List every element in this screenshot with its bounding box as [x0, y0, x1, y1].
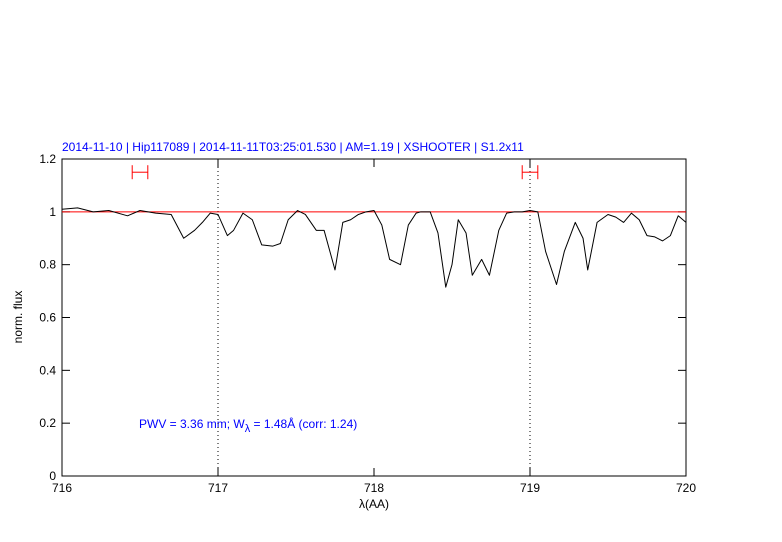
y-tick-label: 0.4: [39, 363, 56, 377]
x-tick-label: 718: [364, 481, 384, 495]
y-tick-label: 0: [49, 469, 56, 483]
chart-title: 2014-11-10 | Hip117089 | 2014-11-11T03:2…: [62, 140, 524, 154]
y-tick-label: 0.6: [39, 311, 56, 325]
y-tick-label: 0.2: [39, 416, 56, 430]
x-tick-label: 717: [208, 481, 228, 495]
x-tick-label: 719: [520, 481, 540, 495]
y-axis-label: norm. flux: [11, 291, 25, 344]
x-axis-label: λ(AA): [359, 497, 389, 511]
annotation: PWV = 3.36 mm; Wλ = 1.48Å (corr: 1.24): [139, 416, 357, 435]
x-tick-label: 720: [676, 481, 696, 495]
annotation-sub: λ: [245, 423, 251, 435]
annotation-part: = 1.48Å (corr: 1.24): [250, 416, 357, 431]
y-tick-label: 1: [49, 205, 56, 219]
annotation-part: PWV = 3.36 mm; W: [139, 417, 245, 431]
y-tick-label: 1.2: [39, 152, 56, 166]
y-tick-label: 0.8: [39, 258, 56, 272]
spectrum-line: [61, 207, 687, 288]
x-tick-label: 716: [52, 481, 72, 495]
